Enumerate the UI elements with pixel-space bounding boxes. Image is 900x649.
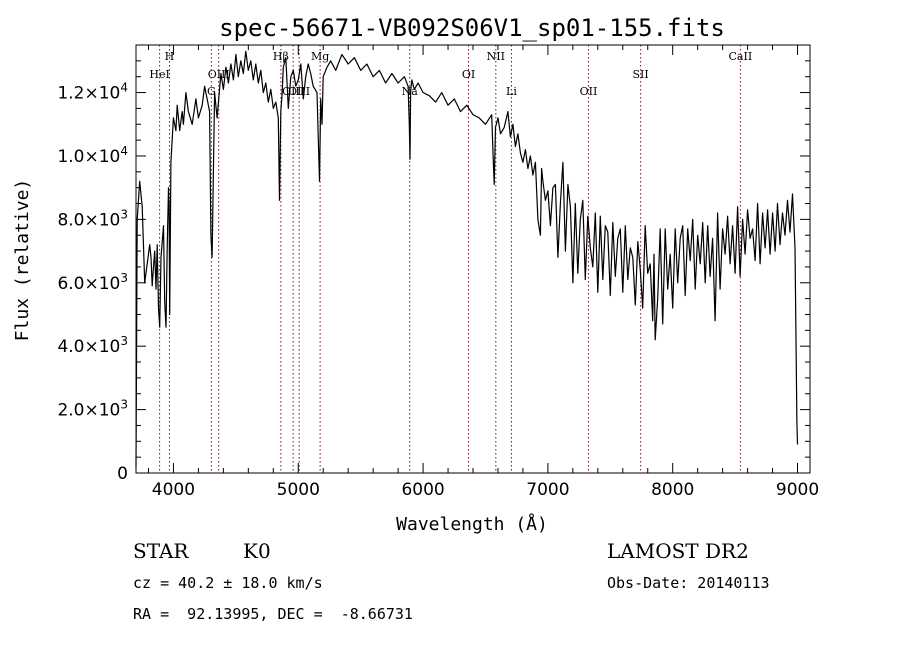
- x-tick-label: 7000: [526, 480, 569, 500]
- x-axis: 4000 5000 6000 7000 8000 9000: [147, 45, 819, 500]
- x-tick-label: 6000: [401, 480, 444, 500]
- line-label: CaII: [729, 50, 753, 63]
- line-label: G: [207, 85, 216, 98]
- y-tick-label: 4.0×103: [57, 334, 128, 357]
- x-tick-label: 4000: [152, 480, 195, 500]
- x-tick-label: 5000: [277, 480, 320, 500]
- line-label: NII: [487, 50, 505, 63]
- y-tick-label: 1.2×104: [57, 81, 128, 104]
- line-label: SII: [633, 68, 649, 81]
- line-label: Mg: [311, 50, 329, 63]
- y-axis-label: Flux (relative): [12, 179, 33, 342]
- ra-dec: RA = 92.13995, DEC = -8.66731: [133, 605, 413, 623]
- line-label: HeI: [149, 68, 169, 81]
- survey-name: LAMOST DR2: [607, 539, 749, 563]
- spectrum-line: [135, 50, 799, 467]
- y-tick-label: 1.0×104: [57, 144, 128, 167]
- observation-date: Obs-Date: 20140113: [607, 574, 770, 592]
- chart-title: spec-56671-VB092S06V1_sp01-155.fits: [219, 14, 725, 42]
- line-label: H: [165, 50, 175, 63]
- y-axis: 0 2.0×103 4.0×103 6.0×103 8.0×103 1.0×104 1.2×…: [57, 44, 810, 484]
- line-label: OII: [580, 85, 598, 98]
- object-subclass: K0: [243, 539, 271, 563]
- x-tick-label: 9000: [776, 480, 819, 500]
- x-tick-label: 8000: [651, 480, 694, 500]
- line-label: OIII: [288, 85, 310, 98]
- redshift-cz: cz = 40.2 ± 18.0 km/s: [133, 574, 323, 592]
- line-label: OI: [462, 68, 475, 81]
- y-tick-label: 2.0×103: [57, 398, 128, 421]
- spectrum-series: [135, 50, 799, 467]
- object-type: STAR: [133, 539, 189, 563]
- y-tick-label: 0: [117, 464, 128, 484]
- y-tick-label: 8.0×103: [57, 207, 128, 230]
- line-label: Li: [506, 85, 517, 98]
- x-axis-label: Wavelength (Å): [396, 513, 548, 535]
- y-tick-label: 6.0×103: [57, 271, 128, 294]
